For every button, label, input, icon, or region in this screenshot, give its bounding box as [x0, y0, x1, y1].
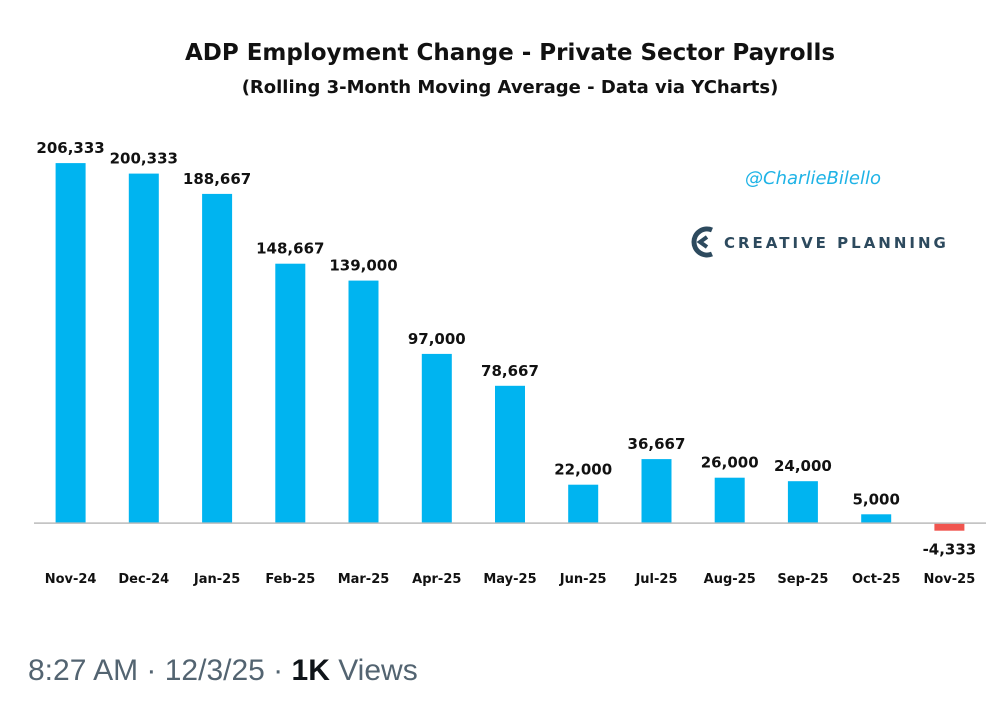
- x-tick-label: Mar-25: [338, 572, 390, 587]
- x-tick-label: Apr-25: [412, 572, 461, 587]
- bar-value-label: 5,000: [852, 490, 899, 508]
- bar-dec-24: [128, 173, 159, 524]
- bar-mar-25: [348, 280, 379, 524]
- x-tick-label: Feb-25: [265, 572, 315, 587]
- bars-group: [55, 163, 965, 531]
- bar-may-25: [495, 385, 525, 523]
- separator: ·: [138, 654, 165, 687]
- x-tick-label: Jul-25: [634, 572, 677, 587]
- views-label: Views: [329, 654, 418, 687]
- bar-jun-25: [568, 484, 599, 524]
- post-date[interactable]: 12/3/25: [164, 654, 265, 687]
- bar-value-label: 206,333: [36, 139, 104, 157]
- bar-value-label: 188,667: [183, 170, 251, 188]
- x-tick-label: Dec-24: [118, 572, 169, 587]
- author-handle: @CharlieBilello: [745, 168, 881, 189]
- separator: ·: [264, 654, 292, 687]
- x-tick-label: Aug-25: [704, 572, 756, 587]
- tweet-meta: 8:27 AM · 12/3/25 · 1K Views: [28, 654, 418, 688]
- creative-planning-logo-icon: [691, 226, 713, 258]
- bar-value-label: 139,000: [329, 257, 397, 275]
- bar-nov-24: [55, 163, 86, 523]
- x-tick-label: Jun-25: [559, 572, 607, 587]
- value-labels-group: 206,333 200,333 188,667 148,667 139,000 97,00…: [36, 139, 976, 558]
- views-count: 1K: [291, 654, 330, 687]
- x-tick-label: Sep-25: [777, 572, 828, 587]
- bar-feb-25: [275, 263, 306, 523]
- x-tick-label: May-25: [483, 572, 536, 587]
- bar-sep-25: [787, 481, 818, 524]
- x-tick-label: Jan-25: [193, 572, 240, 587]
- brand-name: CREATIVE PLANNING: [724, 234, 949, 252]
- bar-jul-25: [641, 459, 672, 524]
- bar-value-label: 200,333: [110, 150, 178, 168]
- x-tick-labels-group: Nov-24 Dec-24 Jan-25 Feb-25 Mar-25 Apr-25 May-…: [45, 572, 976, 587]
- bar-oct-25: [861, 514, 892, 523]
- bar-value-label: 24,000: [774, 457, 832, 475]
- bar-nov-25: [934, 523, 965, 531]
- post-time[interactable]: 8:27 AM: [28, 654, 139, 687]
- bar-apr-25: [421, 353, 452, 524]
- bar-value-label: 148,667: [256, 240, 324, 258]
- chart-title: ADP Employment Change - Private Sector P…: [185, 40, 835, 66]
- bar-value-label: 22,000: [554, 461, 612, 479]
- x-tick-label: Oct-25: [852, 572, 900, 587]
- x-tick-label: Nov-24: [45, 572, 97, 587]
- bar-jan-25: [202, 193, 233, 523]
- bar-value-label: 36,667: [628, 435, 686, 453]
- bar-value-label: -4,333: [923, 541, 977, 559]
- bar-value-label: 26,000: [701, 454, 759, 472]
- bar-aug-25: [714, 477, 745, 524]
- x-tick-label: Nov-25: [924, 572, 976, 587]
- chart-subtitle: (Rolling 3-Month Moving Average - Data v…: [242, 77, 779, 98]
- brand-logo: CREATIVE PLANNING: [691, 226, 949, 258]
- bar-value-label: 78,667: [481, 362, 539, 380]
- chart: ADP Employment Change - Private Sector P…: [34, 40, 986, 587]
- bar-value-label: 97,000: [408, 330, 466, 348]
